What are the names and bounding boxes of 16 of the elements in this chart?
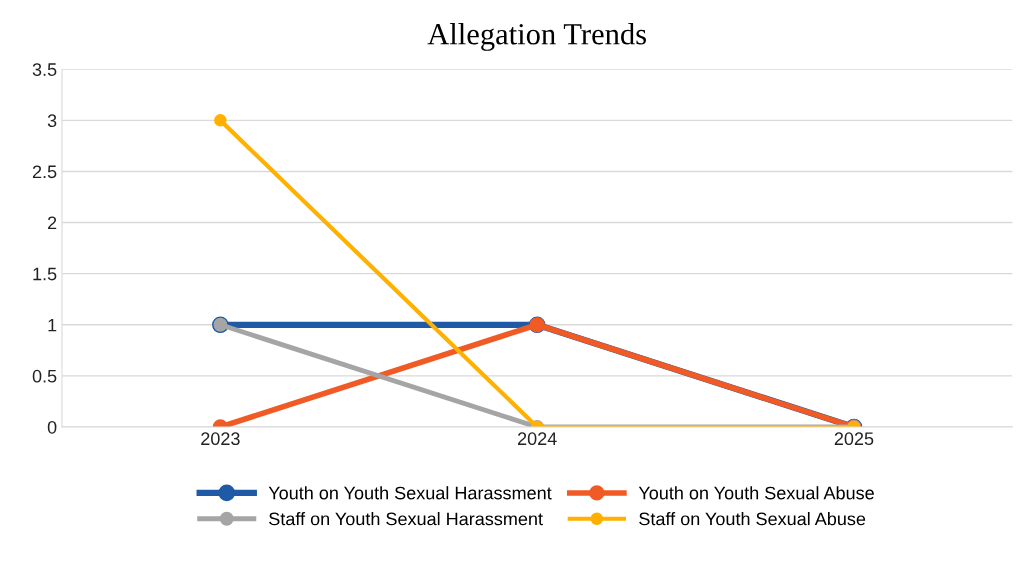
y-tick-label: 1 xyxy=(48,318,57,332)
y-tick-label: 0.5 xyxy=(32,369,57,383)
legend-label: Staff on Youth Sexual Abuse xyxy=(639,512,866,526)
x-tick-label: 2023 xyxy=(201,432,240,446)
y-tick-label: 0 xyxy=(47,420,57,434)
y-tick-label: 3.5 xyxy=(32,63,57,76)
y-tick-label: 1.5 xyxy=(33,267,57,281)
legend-label: Staff on Youth Sexual Harassment xyxy=(269,512,543,526)
y-tick-label: 2 xyxy=(47,216,57,230)
y-tick-label: 3 xyxy=(47,114,57,128)
x-tick-label: 2025 xyxy=(834,432,874,446)
y-tick-label: 2.5 xyxy=(32,165,57,179)
legend-label: Youth on Youth Sexual Harassment xyxy=(268,486,552,500)
x-tick-label: 2024 xyxy=(517,432,557,446)
chart-title: Allegation Trends xyxy=(427,23,646,51)
legend-label: Youth on Youth Sexual Abuse xyxy=(638,486,874,500)
